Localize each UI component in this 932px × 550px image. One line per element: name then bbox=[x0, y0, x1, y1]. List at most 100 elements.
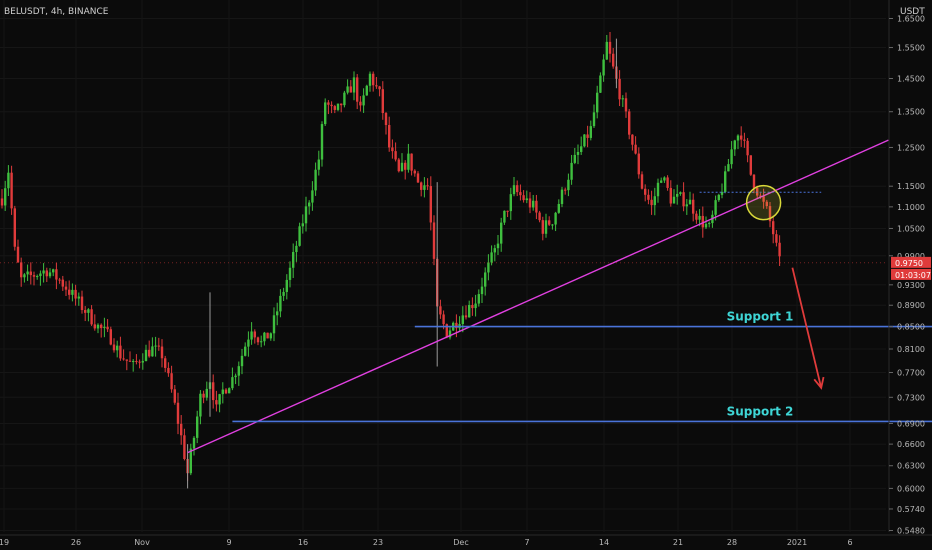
candle-body bbox=[125, 359, 128, 361]
candle-body bbox=[496, 243, 500, 249]
candle-body bbox=[541, 220, 544, 234]
candle-body bbox=[288, 267, 292, 280]
candle-body bbox=[96, 324, 100, 329]
symbol-title[interactable]: BELUSDT, 4h, BINANCE bbox=[4, 7, 109, 17]
candle-body bbox=[413, 170, 416, 174]
candle-body bbox=[295, 245, 298, 253]
price-tick-label: 0.7700 bbox=[897, 369, 925, 378]
candle-body bbox=[372, 73, 375, 86]
time-tick-label: 2021 bbox=[787, 538, 807, 547]
candle-body bbox=[7, 172, 10, 189]
price-tick-label: 0.6900 bbox=[897, 419, 925, 428]
arrow-head-icon bbox=[813, 376, 825, 390]
time-tick-label: 26 bbox=[71, 538, 81, 547]
price-axis[interactable]: 1.6500 1.5500 1.4500 1.3500 1.2500 1.1500 1.10… bbox=[0, 0, 931, 536]
candle-body bbox=[13, 208, 16, 247]
candle-body bbox=[727, 164, 730, 172]
candle-body bbox=[314, 169, 317, 191]
candle-body bbox=[685, 204, 688, 207]
time-tick-label: 9 bbox=[226, 538, 231, 547]
price-tick-label: 1.5500 bbox=[897, 44, 925, 53]
candle-body bbox=[717, 194, 720, 201]
price-tick-label: 0.7300 bbox=[897, 393, 925, 402]
candle-body bbox=[704, 223, 708, 228]
candle-body bbox=[180, 423, 183, 436]
arrow-shaft[interactable] bbox=[791, 267, 823, 389]
candle-body bbox=[90, 309, 93, 325]
candle-body bbox=[183, 435, 186, 460]
candle-body bbox=[695, 213, 698, 220]
candle-body bbox=[576, 151, 580, 155]
time-tick-label: 16 bbox=[298, 538, 308, 547]
candle-body bbox=[388, 125, 391, 148]
candle-body bbox=[749, 155, 752, 175]
candle-body bbox=[420, 182, 423, 190]
candle-body bbox=[528, 198, 532, 208]
last-price-badge[interactable] bbox=[891, 256, 931, 268]
candle-body bbox=[589, 126, 592, 138]
candle-body bbox=[503, 210, 506, 223]
candle-body bbox=[330, 104, 333, 107]
currency-label[interactable]: USDT bbox=[900, 7, 925, 17]
candle-body bbox=[231, 377, 234, 389]
candle-body bbox=[477, 294, 480, 304]
price-tick-label: 0.8100 bbox=[897, 345, 925, 354]
time-tick-label: 14 bbox=[599, 538, 609, 547]
highlight-circle[interactable] bbox=[745, 184, 782, 221]
candle-body bbox=[352, 77, 356, 93]
candle-body bbox=[461, 315, 464, 324]
candle-body bbox=[144, 349, 148, 362]
price-tick-label: 1.2500 bbox=[897, 143, 925, 152]
candle-body bbox=[720, 191, 724, 195]
candle-body bbox=[378, 86, 381, 90]
candle-body bbox=[36, 276, 39, 278]
candle-body bbox=[752, 174, 756, 188]
time-tick-label: Dec bbox=[453, 538, 468, 547]
candle-body bbox=[298, 226, 301, 246]
candle-body bbox=[676, 193, 679, 197]
candle-body bbox=[548, 220, 551, 225]
candle-body bbox=[52, 269, 55, 273]
time-tick-label: 7 bbox=[524, 538, 529, 547]
candle-body bbox=[164, 358, 167, 368]
candle-body bbox=[544, 220, 548, 234]
candle-body bbox=[84, 310, 87, 313]
candle-body bbox=[522, 195, 525, 201]
candle-body bbox=[119, 345, 122, 359]
candle-body bbox=[653, 196, 656, 206]
candle-body bbox=[154, 345, 157, 347]
candle-body bbox=[730, 149, 733, 165]
candle-body bbox=[189, 448, 192, 474]
candle-body bbox=[468, 304, 471, 318]
candle-body bbox=[612, 53, 615, 67]
candle-body bbox=[292, 252, 295, 268]
candle-body bbox=[669, 187, 672, 204]
time-axis[interactable]: 19 26 Nov 9 16 23 Dec 7 14 21 28 2021 6 bbox=[0, 534, 932, 547]
drawings-layer[interactable]: Support 1 Support 2 bbox=[187, 139, 932, 454]
candle-body bbox=[333, 106, 336, 110]
candle-body bbox=[557, 203, 560, 213]
candle-body bbox=[55, 269, 58, 280]
candle-body bbox=[647, 194, 650, 200]
candle-body bbox=[599, 75, 602, 93]
candle-body bbox=[173, 389, 176, 403]
candle-body bbox=[4, 188, 7, 206]
candle-body bbox=[359, 101, 362, 106]
candle-body bbox=[608, 41, 612, 54]
candle-body bbox=[234, 375, 237, 378]
time-tick-label: 19 bbox=[0, 538, 9, 547]
candle-body bbox=[192, 437, 196, 449]
candle-body bbox=[240, 355, 244, 367]
price-tick-label: 0.8500 bbox=[897, 323, 925, 332]
candle-body bbox=[618, 78, 621, 100]
candle-body bbox=[48, 272, 52, 277]
candle-body bbox=[10, 172, 13, 209]
candle-body bbox=[650, 199, 653, 206]
countdown-badge[interactable] bbox=[891, 268, 931, 280]
candle-body bbox=[637, 153, 640, 175]
time-tick-label: 28 bbox=[727, 538, 737, 547]
candle-body bbox=[701, 215, 704, 228]
candle-body bbox=[724, 171, 727, 192]
candle-body bbox=[199, 393, 202, 417]
